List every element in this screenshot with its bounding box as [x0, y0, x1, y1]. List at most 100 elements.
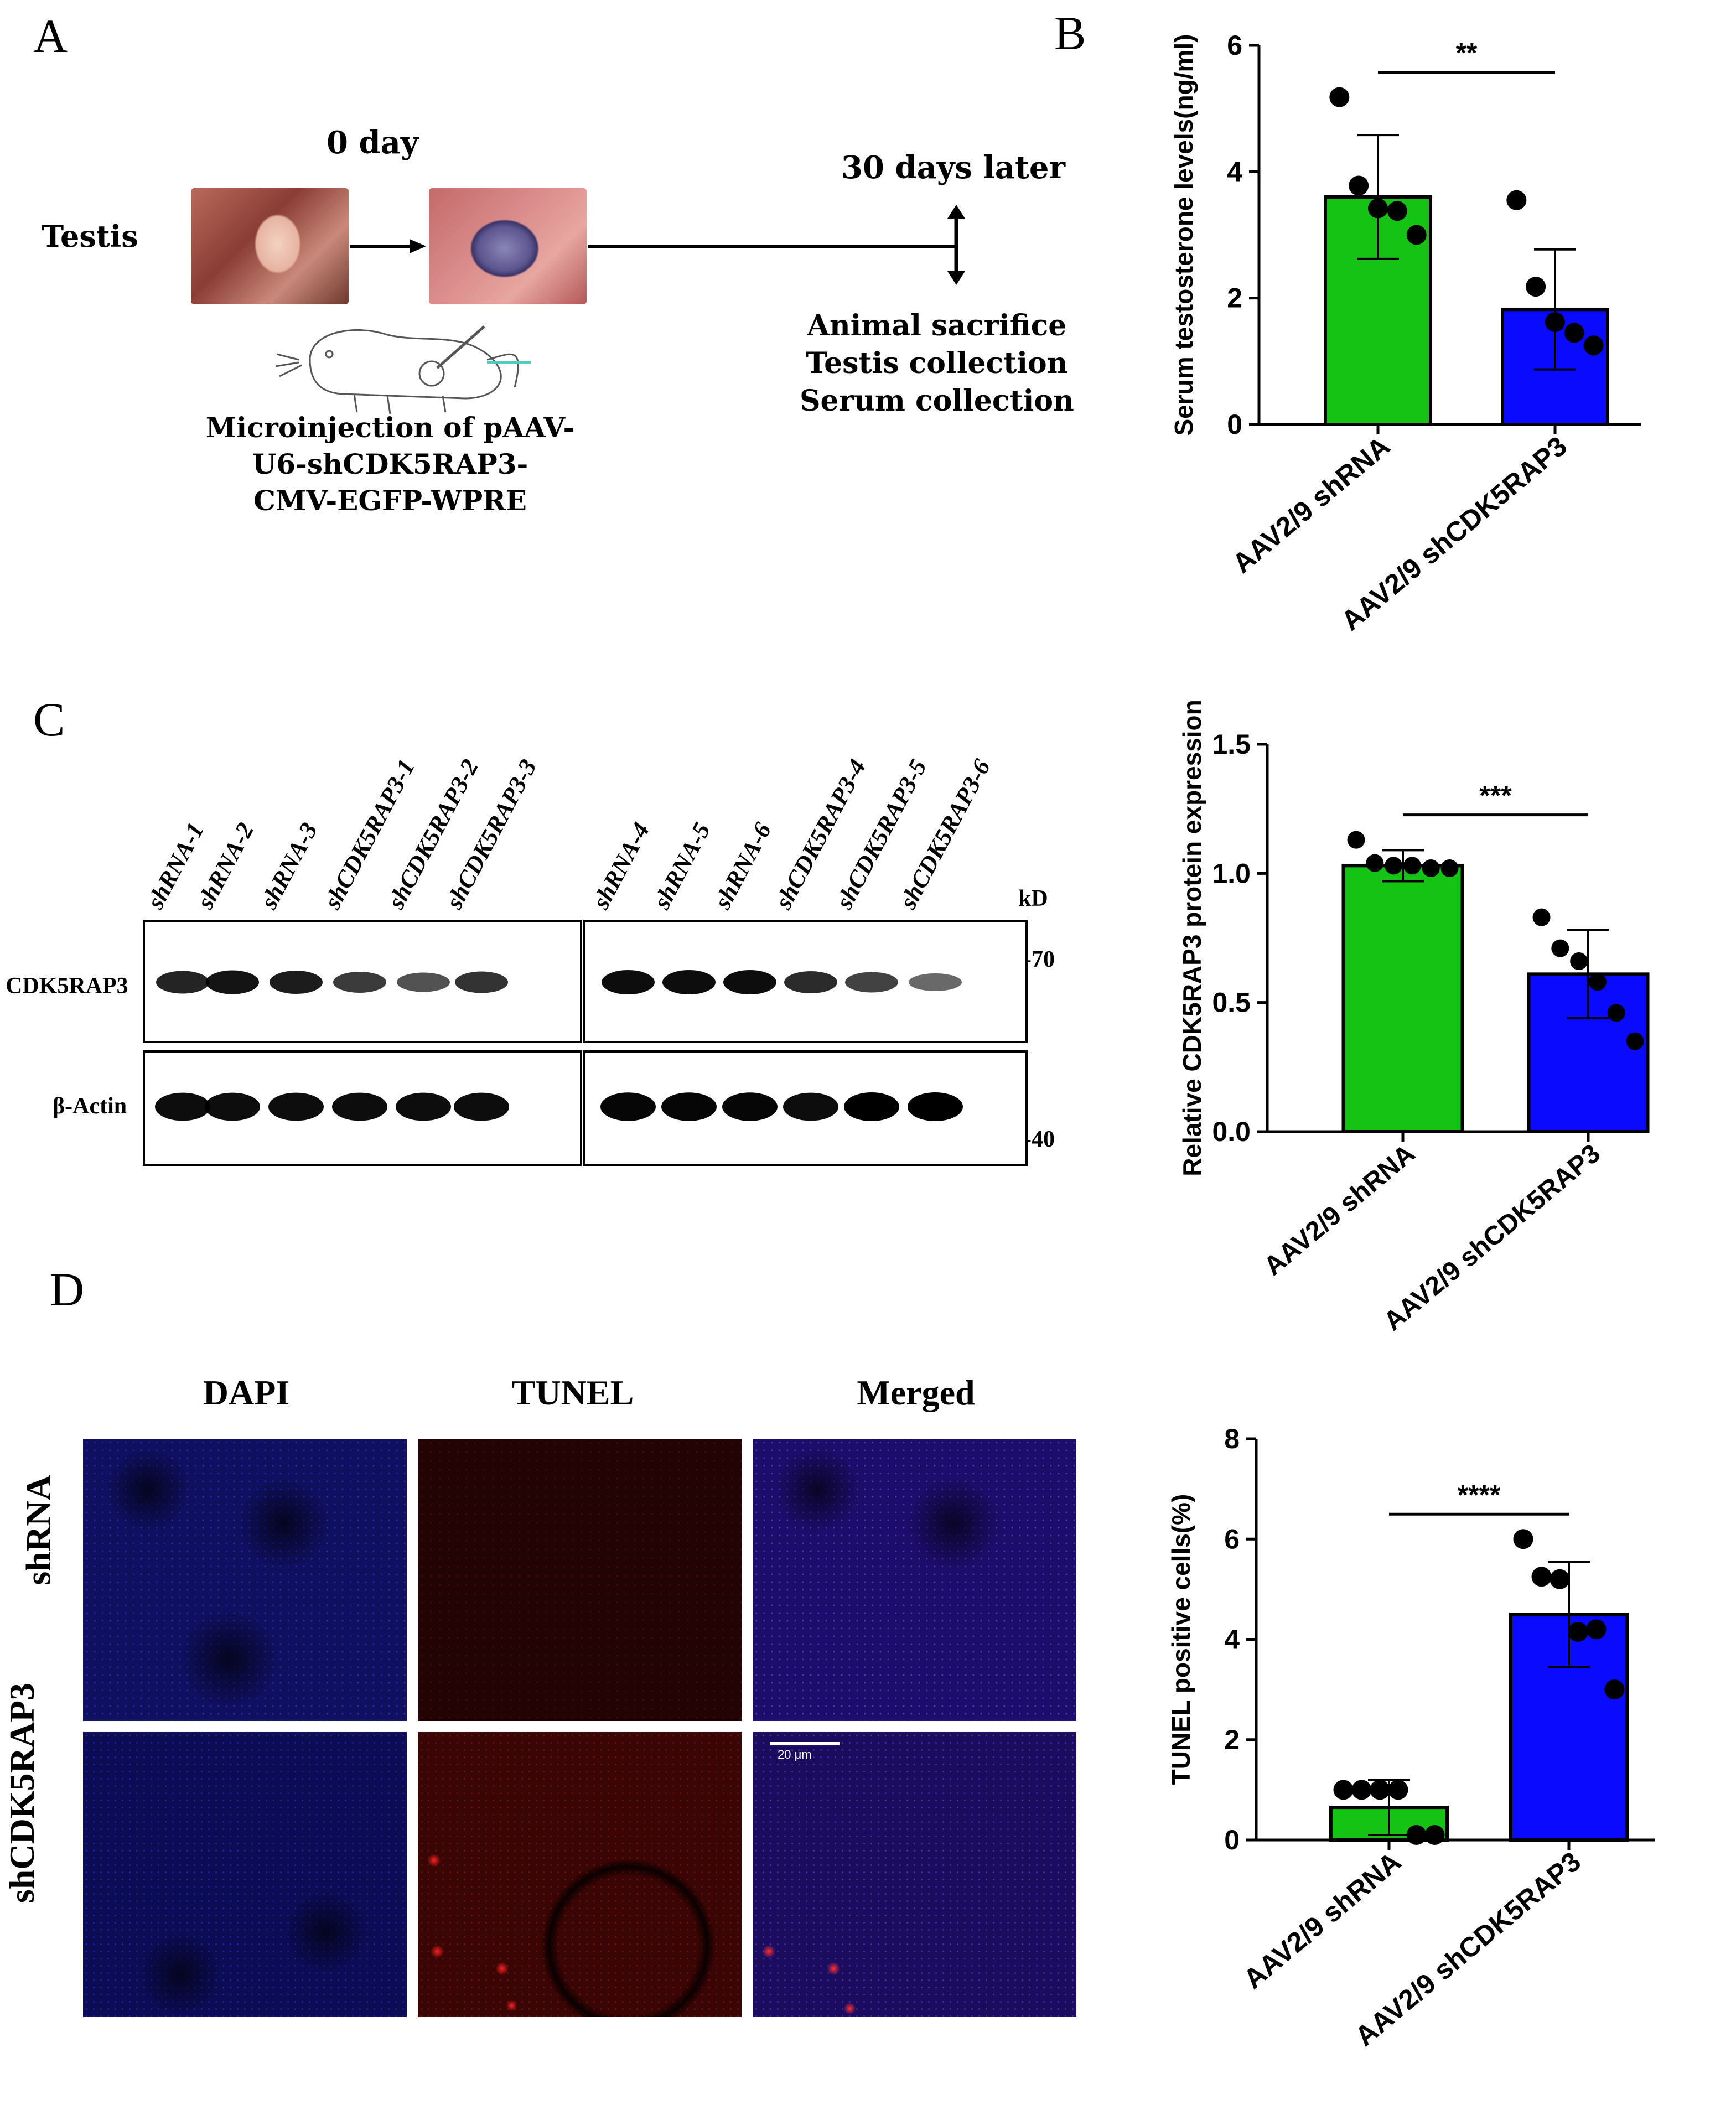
panel-label-b: B: [1054, 7, 1086, 60]
y-axis-label: TUNEL positive cells(%): [1167, 1494, 1195, 1785]
marker-40: -40: [1024, 1127, 1055, 1152]
actin-band: [661, 1092, 717, 1121]
microinjection-line: CMV-EGFP-WPRE: [253, 484, 527, 517]
actin-band: [396, 1092, 451, 1121]
y-axis-label: Serum testosterone levels(ng/ml): [1169, 34, 1198, 436]
panel-label-a: A: [33, 9, 68, 63]
y-tick-label: 0.5: [1212, 987, 1251, 1018]
data-point: [1440, 859, 1459, 877]
cdk5rap3-band: [723, 970, 776, 994]
data-point: [1626, 1032, 1644, 1050]
microinjection-line: Microinjection of pAAV-: [205, 411, 575, 444]
y-axis-label: Relative CDK5RAP3 protein expression: [1178, 699, 1206, 1176]
y-tick-label: 4: [1224, 1624, 1240, 1655]
cdk5rap3-band: [206, 970, 259, 994]
testis-photo-before: [191, 188, 349, 304]
data-point: [1586, 1619, 1607, 1640]
actin-band: [332, 1092, 387, 1121]
y-tick-label: 2: [1224, 1724, 1240, 1755]
outcome-item: Serum collection: [800, 384, 1074, 418]
outcome-item: Testis collection: [806, 346, 1068, 380]
micrograph-tunel-shcdk5rap3: [418, 1732, 742, 2017]
day30-label: 30 days later: [841, 149, 1065, 186]
y-tick-label: 8: [1224, 1423, 1240, 1454]
micrograph-merged-shcdk5rap3: [753, 1732, 1076, 2017]
actin-band: [454, 1092, 509, 1121]
micrograph-dapi-shrna: [83, 1439, 407, 1721]
cdk5rap3-band: [784, 971, 837, 993]
actin-band: [155, 1092, 210, 1121]
panel-label-d: D: [50, 1263, 85, 1316]
data-point: [1351, 1780, 1372, 1800]
cdk5rap3-band: [662, 970, 716, 994]
data-point: [1550, 1569, 1570, 1589]
y-tick-label: 0.0: [1212, 1116, 1251, 1147]
panel-a-diagram: [275, 205, 965, 414]
y-tick-label: 2: [1227, 283, 1242, 314]
data-point: [1526, 277, 1546, 297]
data-point: [1513, 1529, 1533, 1549]
day0-label: 0 day: [327, 125, 419, 161]
data-point: [1424, 1824, 1445, 1845]
marker-70: -70: [1024, 947, 1055, 972]
cdk5rap3-band: [333, 972, 386, 993]
data-point: [1531, 1567, 1552, 1587]
cdk5rap3-band: [397, 972, 450, 992]
cdk5rap3-band: [845, 972, 898, 993]
cdk5rap3-row-label: CDK5RAP3: [6, 973, 128, 999]
data-point: [1583, 335, 1604, 356]
data-point: [1406, 1824, 1427, 1845]
y-tick-label: 4: [1227, 156, 1242, 187]
bar: [1341, 864, 1464, 1134]
data-point: [1570, 952, 1588, 970]
micrograph-merged-shrna: [753, 1439, 1076, 1721]
actin-band: [844, 1092, 899, 1121]
data-point: [1406, 225, 1427, 245]
y-tick-label: 6: [1224, 1523, 1240, 1554]
significance-marker: **: [1456, 38, 1478, 69]
actin-band: [205, 1092, 260, 1121]
microinjection-label: Microinjection of pAAV- U6-shCDK5RAP3- C…: [188, 409, 592, 519]
data-point: [1607, 1004, 1625, 1022]
panel-label-c: C: [33, 693, 65, 746]
cdk5rap3-band: [602, 970, 655, 994]
testis-photo-after: [429, 188, 587, 304]
y-tick-label: 0: [1227, 409, 1242, 440]
data-point: [1368, 198, 1388, 219]
category-label: AAV2/9 shRNA: [1237, 1846, 1407, 1995]
data-point: [1545, 312, 1565, 333]
outcome-item: Animal sacrifice: [807, 309, 1067, 343]
col-header-tunel: TUNEL: [511, 1373, 634, 1412]
data-point: [1403, 857, 1421, 875]
actin-band: [722, 1092, 778, 1121]
cdk5rap3-band: [270, 971, 323, 994]
data-point: [1333, 1780, 1354, 1800]
scale-bar: [770, 1742, 840, 1745]
actin-band: [908, 1092, 963, 1121]
data-point: [1588, 973, 1607, 991]
data-point: [1551, 939, 1569, 957]
data-point: [1506, 190, 1527, 210]
data-point: [1564, 323, 1584, 343]
microinjection-line: U6-shCDK5RAP3-: [252, 448, 528, 480]
actin-band: [268, 1092, 324, 1121]
micrograph-tunel-shrna: [418, 1439, 742, 1721]
scale-bar-label: 20 μm: [778, 1748, 812, 1761]
data-point: [1366, 854, 1384, 872]
data-point: [1387, 201, 1407, 221]
col-header-dapi: DAPI: [203, 1373, 290, 1412]
y-tick-label: 6: [1227, 30, 1242, 61]
testis-label: Testis: [42, 219, 138, 254]
cdk5rap3-band: [455, 971, 508, 993]
significance-marker: ***: [1479, 780, 1512, 811]
western-blot: [143, 920, 1028, 1166]
y-tick-label: 0: [1224, 1824, 1240, 1855]
data-point: [1532, 908, 1551, 926]
data-point: [1370, 1780, 1390, 1800]
data-point: [1385, 857, 1403, 875]
cdk5rap3-band: [156, 971, 209, 994]
kd-label: kD: [1018, 886, 1048, 911]
actin-band: [600, 1092, 656, 1121]
